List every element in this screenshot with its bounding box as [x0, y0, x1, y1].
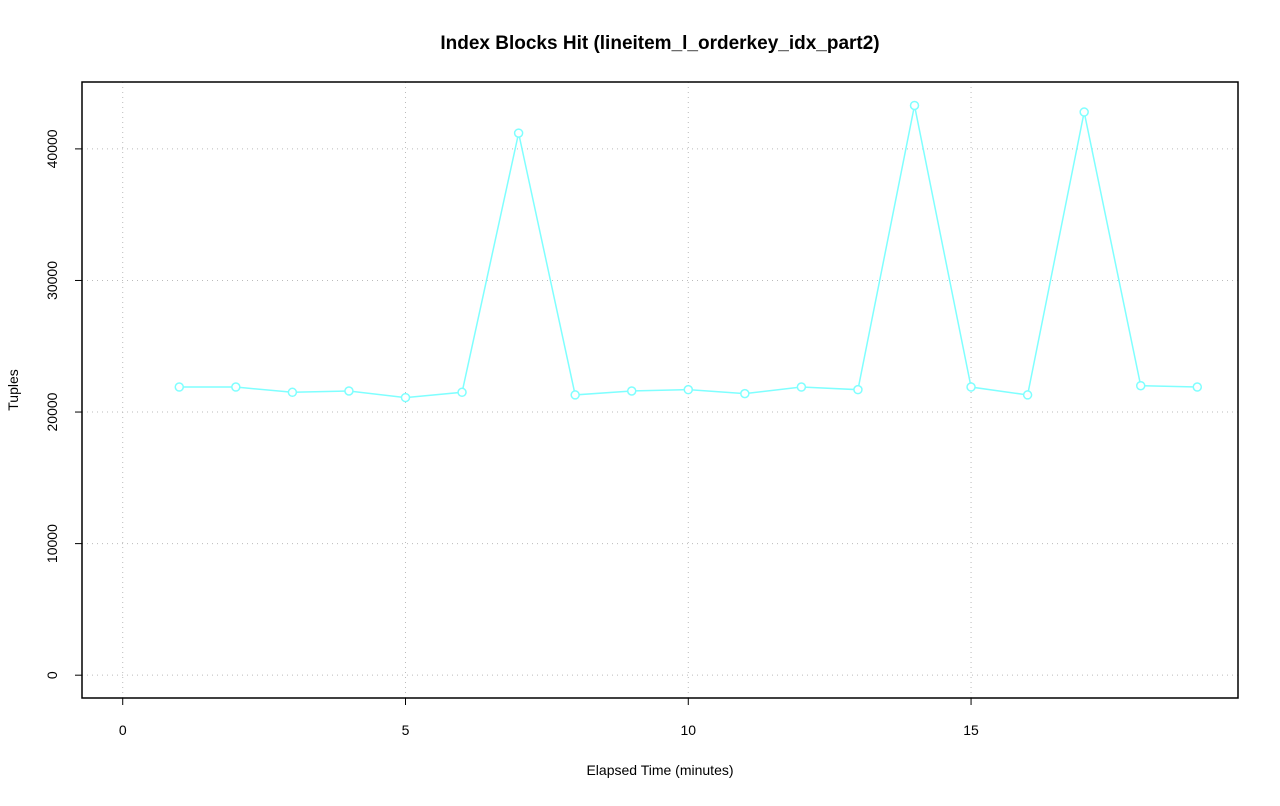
data-point: [909, 100, 920, 111]
data-point: [174, 382, 185, 392]
data-point: [1135, 380, 1146, 391]
data-point: [853, 384, 863, 395]
y-tick-label: 30000: [44, 261, 60, 300]
data-point: [513, 128, 524, 138]
data-point: [796, 382, 807, 392]
data-point: [1192, 382, 1203, 392]
data-point: [966, 382, 976, 392]
data-point: [626, 386, 637, 396]
data-point: [457, 387, 467, 398]
x-tick-label: 5: [402, 722, 410, 738]
data-point: [683, 384, 694, 395]
y-tick-label: 10000: [44, 524, 60, 563]
data-point: [287, 387, 298, 398]
data-point: [1022, 390, 1033, 400]
y-tick-label: 20000: [44, 392, 60, 431]
data-point: [400, 392, 411, 403]
x-axis-label: Elapsed Time (minutes): [586, 762, 733, 778]
x-tick-label: 15: [963, 722, 979, 738]
x-tick-label: 10: [680, 722, 696, 738]
data-point: [740, 388, 750, 399]
data-point: [570, 390, 580, 400]
y-tick-label: 40000: [44, 129, 60, 168]
y-tick-label: 0: [44, 671, 60, 679]
chart-title: Index Blocks Hit (lineitem_l_orderkey_id…: [440, 33, 879, 54]
series-line: [179, 105, 1198, 399]
y-axis-label: Tuples: [5, 369, 21, 411]
data-point: [231, 382, 241, 392]
plot-frame: [81, 81, 1239, 699]
x-tick-label: 0: [119, 722, 127, 738]
data-point: [344, 386, 354, 396]
data-point: [1079, 107, 1089, 117]
